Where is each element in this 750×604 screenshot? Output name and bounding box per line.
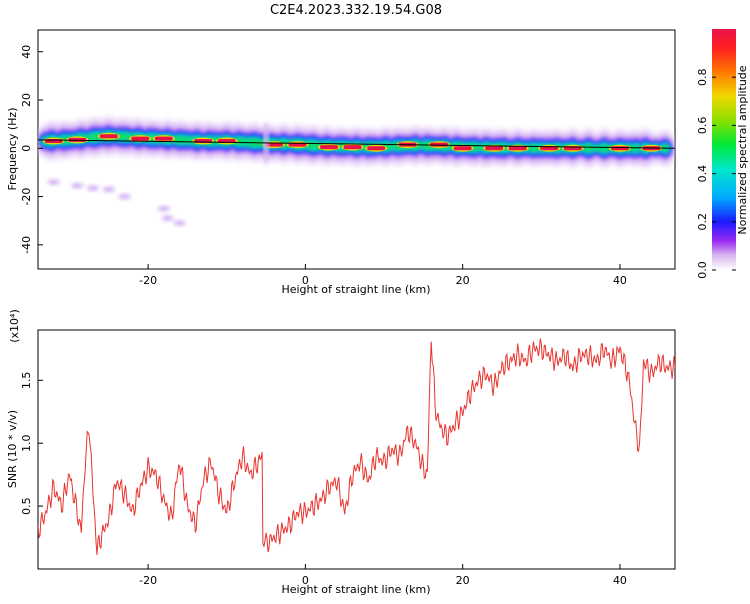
hot-spot: [610, 146, 629, 151]
bottom-x-ticks: -20 0 20 40: [139, 564, 627, 587]
scattered-patch: [161, 215, 174, 221]
hot-spot: [99, 134, 118, 139]
colorbar-tick-label: 0.0: [696, 261, 709, 279]
x-tick-label: -20: [139, 274, 157, 287]
heat-blob: [599, 143, 609, 154]
snr-panel: -20 0 20 40 0.5 1.0 1.5 Height of straight li…: [6, 309, 676, 596]
colorbar-gradient: [712, 29, 736, 270]
heat-blob: [631, 143, 641, 153]
y-tick-label: 1.5: [20, 372, 33, 390]
scattered-patch: [102, 186, 115, 192]
y-tick-label: -20: [20, 188, 33, 206]
heat-blob: [584, 143, 593, 154]
snr-frame: [37, 329, 676, 570]
top-x-axis-label: Height of straight line (km): [281, 283, 430, 296]
colorbar-tick-label: 0.4: [696, 165, 709, 183]
hot-spot: [131, 136, 150, 141]
bottom-y-ticks: 0.5 1.0 1.5: [20, 372, 43, 515]
colorbar-tick-label: 0.8: [696, 68, 709, 86]
hot-spot: [367, 146, 386, 151]
scattered-patch: [71, 183, 84, 189]
scattered-patch: [173, 220, 186, 226]
y-multiplier-label: (x10⁴): [8, 309, 21, 343]
hot-spot: [485, 146, 504, 151]
y-tick-label: 0.5: [20, 497, 33, 514]
x-tick-label: -20: [139, 574, 157, 587]
hot-spot: [343, 145, 362, 150]
y-tick-label: -40: [20, 236, 33, 254]
scattered-patch: [157, 206, 170, 212]
scattered-patch: [87, 185, 100, 191]
hot-spot: [319, 145, 338, 150]
y-tick-label: 40: [20, 45, 33, 59]
x-tick-label: 40: [613, 274, 627, 287]
colorbar-ticks: 0.0 0.2 0.4 0.6 0.8: [696, 68, 736, 279]
snr-series-line: [38, 338, 675, 556]
hot-spot: [540, 146, 559, 151]
y-tick-label: 1.0: [20, 434, 33, 452]
bottom-y-axis-label: SNR (10 * v/v): [6, 410, 19, 488]
hot-spot: [508, 146, 527, 151]
hot-spot: [264, 142, 283, 147]
colorbar-tick-label: 0.6: [696, 117, 709, 134]
heat-blob: [529, 143, 538, 153]
spectral-streak: [263, 121, 269, 166]
x-tick-label: 20: [456, 274, 470, 287]
y-tick-label: 0: [20, 145, 33, 152]
heatmap-band: [38, 116, 675, 226]
hot-spot: [154, 136, 173, 141]
heatmap-panel: -20 0 20 40 -40 -20 0 20 40 Height of straight …: [6, 29, 676, 296]
top-x-ticks: -20 0 20 40: [139, 264, 627, 287]
chart-title: C2E4.2023.332.19.54.G08: [270, 3, 442, 18]
y-tick-label: 20: [20, 93, 33, 107]
x-tick-label: 0: [302, 574, 309, 587]
x-tick-label: 0: [302, 274, 309, 287]
top-y-axis-label: Frequency (Hz): [6, 108, 19, 191]
colorbar: 0.0 0.2 0.4 0.6 0.8 Normalized spectral ampl…: [696, 29, 749, 279]
x-tick-label: 40: [613, 574, 627, 587]
colorbar-tick-label: 0.2: [696, 213, 709, 231]
bottom-x-axis-label: Height of straight line (km): [281, 583, 430, 596]
heat-blob: [591, 144, 601, 152]
top-y-ticks: -40 -20 0 20 40: [20, 45, 43, 254]
scattered-patch: [47, 179, 60, 185]
colorbar-label: Normalized spectral amplitude: [736, 65, 749, 234]
x-tick-label: 20: [456, 574, 470, 587]
hot-spot: [453, 146, 472, 151]
fit-line: [38, 139, 675, 149]
scattered-patch: [118, 194, 131, 200]
